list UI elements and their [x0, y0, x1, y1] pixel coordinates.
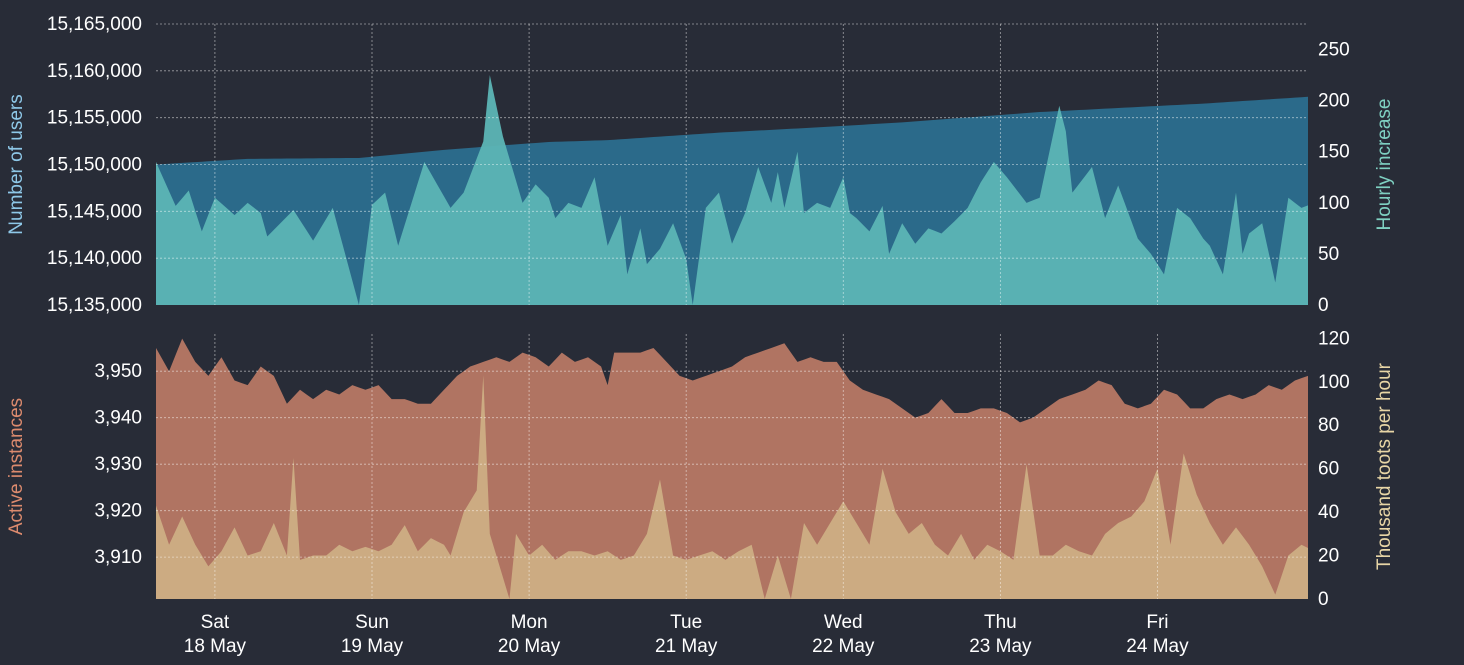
top-right-tick-label: 0	[1318, 295, 1329, 316]
x-tick-day-label: Wed	[824, 612, 863, 633]
bottom-left-tick-label: 3,910	[94, 547, 142, 568]
top-panel: 15,135,000 15,140,000 15,145,000 15,150,000…	[6, 14, 1395, 316]
top-left-axis-title: Number of users	[6, 94, 27, 234]
top-left-tick-label: 15,165,000	[47, 14, 142, 35]
x-tick-day-label: Mon	[511, 612, 548, 633]
x-tick-date-label: 20 May	[498, 636, 561, 657]
top-right-tick-label: 250	[1318, 40, 1350, 61]
x-tick-date-label: 19 May	[341, 636, 404, 657]
x-tick-date-label: 24 May	[1126, 636, 1189, 657]
x-tick-day-label: Tue	[670, 612, 702, 633]
x-tick-date-label: 21 May	[655, 636, 718, 657]
bottom-left-tick-label: 3,950	[94, 361, 142, 382]
bottom-right-tick-label: 80	[1318, 415, 1339, 436]
top-left-tick-label: 15,150,000	[47, 155, 142, 176]
top-right-axis-title: Hourly increase	[1374, 99, 1395, 231]
bottom-left-axis-title: Active instances	[6, 398, 27, 535]
bottom-right-tick-label: 100	[1318, 372, 1350, 393]
top-left-tick-label: 15,145,000	[47, 201, 142, 222]
bottom-right-tick-label: 20	[1318, 546, 1339, 567]
bottom-left-tick-label: 3,930	[94, 454, 142, 475]
x-tick-day-label: Fri	[1146, 612, 1168, 633]
bottom-panel: 3,910 3,920 3,930 3,940 3,950 0 20 40 60 80 100 120…	[6, 328, 1395, 657]
x-tick-date-label: 23 May	[969, 636, 1032, 657]
top-left-tick-label: 15,160,000	[47, 61, 142, 82]
bottom-left-tick-label: 3,940	[94, 408, 142, 429]
top-left-tick-label: 15,155,000	[47, 108, 142, 129]
top-right-tick-label: 200	[1318, 91, 1350, 112]
top-left-tick-label: 15,135,000	[47, 295, 142, 316]
top-right-tick-label: 150	[1318, 142, 1350, 163]
top-right-tick-label: 50	[1318, 244, 1339, 265]
x-tick-date-label: 18 May	[184, 636, 247, 657]
bottom-left-tick-label: 3,920	[94, 501, 142, 522]
bottom-right-tick-label: 60	[1318, 459, 1339, 480]
x-tick-date-label: 22 May	[812, 636, 875, 657]
x-tick-day-label: Thu	[984, 612, 1017, 633]
top-gridlines	[156, 23, 1308, 305]
top-left-tick-label: 15,140,000	[47, 248, 142, 269]
bottom-gridlines	[156, 334, 1308, 599]
bottom-right-tick-label: 0	[1318, 589, 1329, 610]
bottom-right-tick-label: 120	[1318, 328, 1350, 349]
x-tick-day-label: Sat	[201, 612, 230, 633]
top-right-tick-label: 100	[1318, 193, 1350, 214]
x-tick-day-label: Sun	[355, 612, 389, 633]
bottom-right-axis-title: Thousand toots per hour	[1374, 362, 1395, 570]
top-secondary-area	[156, 75, 1308, 305]
bottom-secondary-area	[156, 375, 1308, 599]
bottom-right-tick-label: 40	[1318, 502, 1339, 523]
